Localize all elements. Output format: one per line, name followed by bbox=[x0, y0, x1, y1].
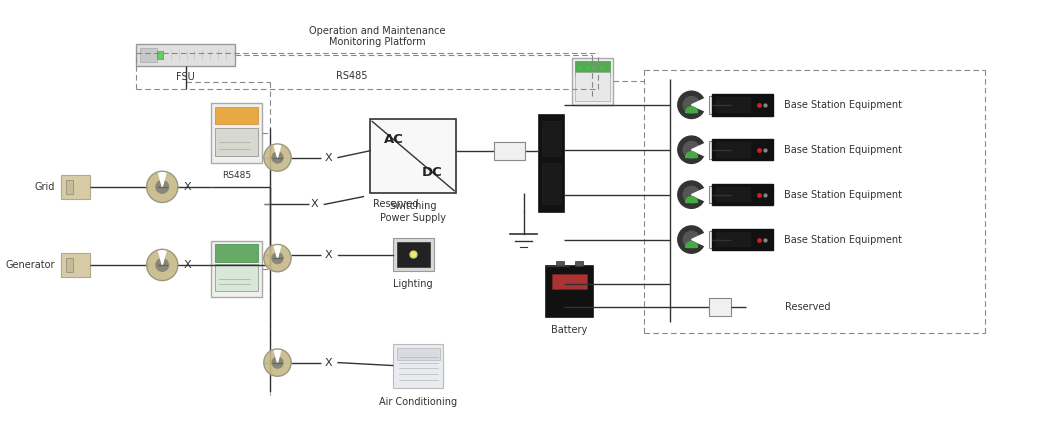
Bar bbox=[576, 71, 611, 101]
Circle shape bbox=[155, 180, 170, 194]
Circle shape bbox=[271, 252, 284, 264]
Wedge shape bbox=[273, 143, 281, 158]
Text: Base Station Equipment: Base Station Equipment bbox=[783, 234, 902, 245]
Circle shape bbox=[677, 136, 705, 163]
Text: AC: AC bbox=[385, 134, 404, 147]
Bar bbox=[712, 139, 773, 160]
Circle shape bbox=[684, 186, 700, 203]
Bar bbox=[709, 231, 730, 248]
Wedge shape bbox=[273, 348, 281, 363]
Wedge shape bbox=[691, 188, 706, 201]
Text: Reserved: Reserved bbox=[785, 302, 831, 312]
Bar bbox=[542, 163, 561, 204]
Bar bbox=[215, 128, 258, 155]
Wedge shape bbox=[686, 197, 697, 202]
Bar bbox=[552, 274, 587, 289]
Text: Battery: Battery bbox=[551, 325, 587, 335]
Bar bbox=[370, 119, 456, 193]
Bar bbox=[392, 344, 443, 388]
Text: Base Station Equipment: Base Station Equipment bbox=[783, 100, 902, 110]
Bar bbox=[712, 184, 773, 206]
Wedge shape bbox=[686, 152, 697, 158]
Wedge shape bbox=[158, 170, 166, 187]
Text: Reserved: Reserved bbox=[373, 199, 419, 210]
Text: Base Station Equipment: Base Station Equipment bbox=[783, 145, 902, 155]
Bar bbox=[572, 58, 614, 105]
Wedge shape bbox=[691, 143, 706, 156]
Wedge shape bbox=[686, 242, 697, 247]
Text: DC: DC bbox=[422, 166, 442, 178]
Text: X: X bbox=[311, 199, 318, 210]
Text: X: X bbox=[324, 250, 332, 260]
Bar bbox=[66, 258, 73, 272]
Circle shape bbox=[684, 96, 700, 113]
Bar bbox=[716, 187, 750, 202]
Bar bbox=[157, 51, 163, 59]
Text: RS485: RS485 bbox=[222, 170, 251, 180]
Bar bbox=[576, 61, 611, 75]
Text: Switching
Power Supply: Switching Power Supply bbox=[381, 202, 446, 223]
Bar bbox=[60, 175, 90, 198]
Circle shape bbox=[155, 258, 170, 272]
Circle shape bbox=[146, 250, 178, 281]
Text: FSU: FSU bbox=[176, 72, 195, 83]
Bar bbox=[712, 94, 773, 115]
Bar bbox=[712, 229, 773, 250]
Text: X: X bbox=[183, 182, 192, 192]
Text: Generator: Generator bbox=[5, 260, 55, 270]
Bar bbox=[709, 96, 730, 114]
Circle shape bbox=[677, 181, 705, 208]
Text: Air Conditioning: Air Conditioning bbox=[379, 396, 457, 407]
Wedge shape bbox=[273, 243, 281, 258]
Bar bbox=[494, 142, 526, 159]
Text: X: X bbox=[183, 260, 192, 270]
Text: RS485: RS485 bbox=[336, 71, 368, 80]
Circle shape bbox=[684, 142, 700, 158]
Bar bbox=[716, 97, 750, 113]
Circle shape bbox=[146, 171, 178, 202]
Bar bbox=[215, 107, 258, 124]
Bar bbox=[66, 180, 73, 194]
Bar bbox=[60, 253, 90, 277]
Wedge shape bbox=[691, 99, 706, 111]
Circle shape bbox=[264, 144, 292, 171]
Bar bbox=[546, 266, 593, 317]
Bar bbox=[215, 264, 258, 291]
Text: X: X bbox=[324, 153, 332, 163]
Bar bbox=[576, 261, 583, 266]
Wedge shape bbox=[686, 107, 697, 113]
Bar bbox=[555, 261, 564, 266]
Circle shape bbox=[271, 357, 284, 369]
Bar bbox=[396, 242, 429, 267]
Bar bbox=[211, 103, 262, 163]
Bar bbox=[392, 238, 434, 271]
Bar bbox=[709, 298, 730, 316]
Text: Lighting: Lighting bbox=[393, 279, 432, 289]
Bar bbox=[215, 245, 258, 262]
Circle shape bbox=[271, 151, 284, 164]
Circle shape bbox=[684, 231, 700, 248]
Circle shape bbox=[677, 226, 705, 253]
Bar bbox=[709, 141, 730, 159]
Text: X: X bbox=[324, 357, 332, 368]
Bar bbox=[211, 241, 262, 297]
Bar bbox=[396, 348, 440, 360]
Circle shape bbox=[264, 245, 292, 272]
Bar bbox=[716, 142, 750, 158]
Bar bbox=[709, 186, 730, 203]
Text: Base Station Equipment: Base Station Equipment bbox=[783, 190, 902, 200]
Text: Operation and Maintenance
Monitoring Platform: Operation and Maintenance Monitoring Pla… bbox=[308, 26, 445, 47]
Bar bbox=[374, 167, 453, 189]
Bar bbox=[542, 121, 561, 155]
Text: Grid: Grid bbox=[35, 182, 55, 192]
Circle shape bbox=[264, 349, 292, 376]
Bar bbox=[136, 44, 235, 66]
Wedge shape bbox=[691, 234, 706, 246]
Bar bbox=[140, 48, 157, 62]
Bar bbox=[716, 232, 750, 247]
Wedge shape bbox=[158, 248, 166, 265]
Circle shape bbox=[677, 91, 705, 119]
Bar bbox=[540, 115, 564, 212]
